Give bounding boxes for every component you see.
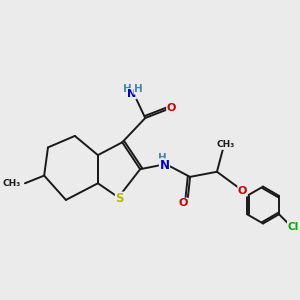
Text: Cl: Cl [287,221,299,232]
Text: H: H [158,153,167,164]
Text: CH₃: CH₃ [2,179,20,188]
Text: S: S [116,192,124,205]
Text: H: H [134,84,143,94]
Text: H: H [123,84,132,94]
Text: O: O [167,103,176,113]
Text: N: N [160,159,170,172]
Text: CH₃: CH₃ [217,140,235,149]
Text: O: O [179,198,188,208]
Text: N: N [127,89,136,99]
Text: O: O [238,186,247,196]
